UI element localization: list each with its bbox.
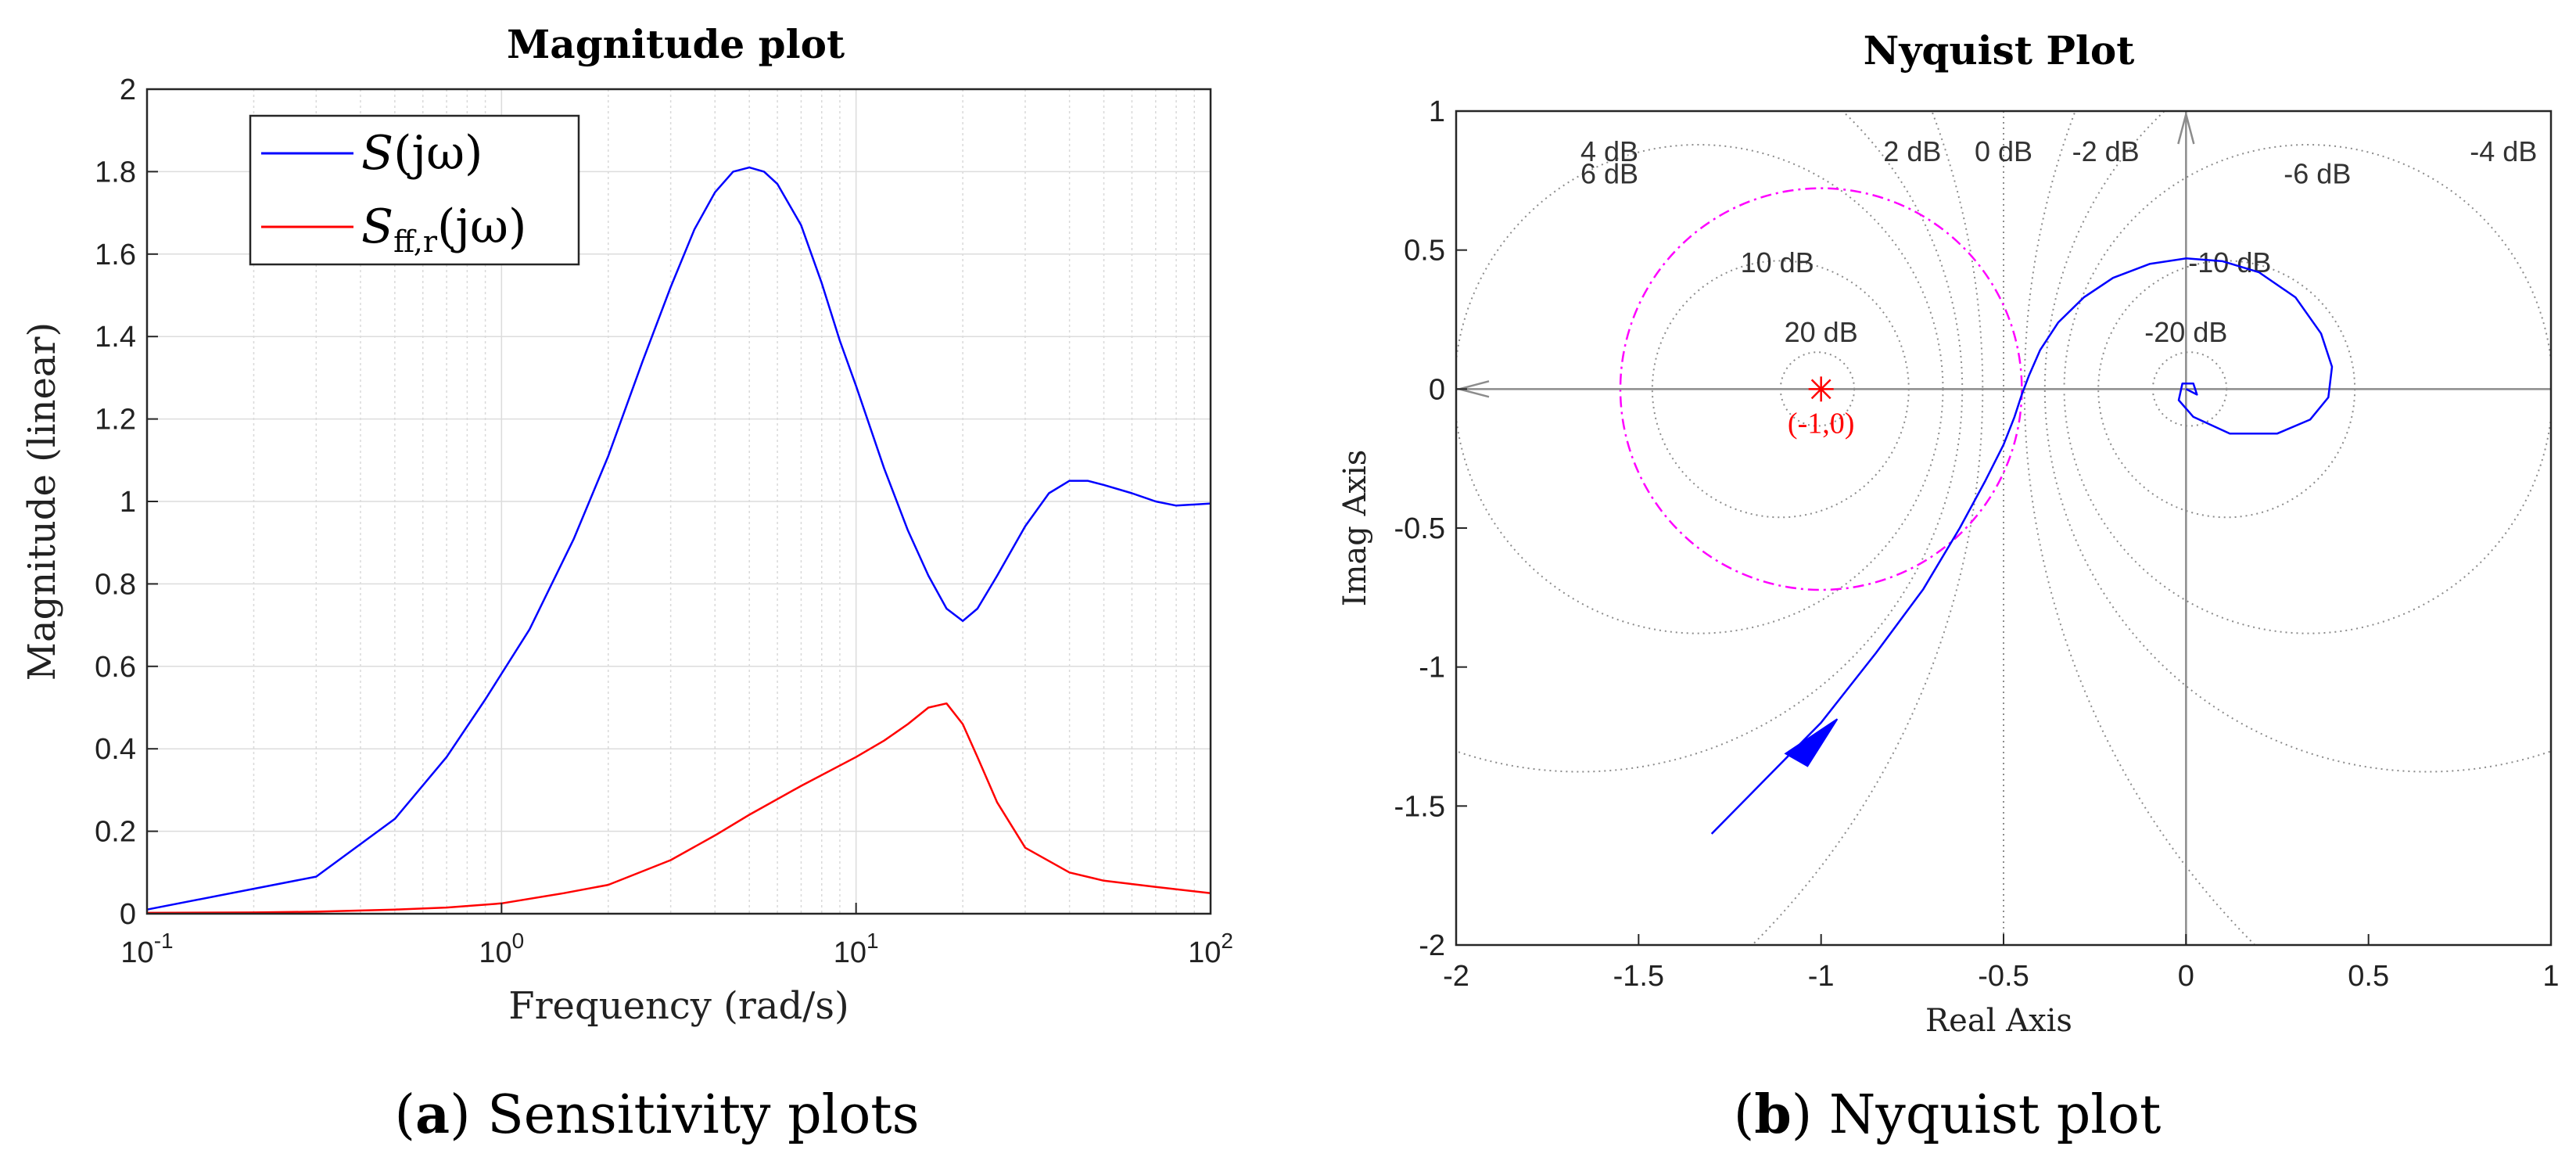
series-line-s [146,166,1211,911]
panel-a-legend: S(jω) Sff,r(jω) [249,114,580,266]
contour-label: 10 dB [1741,246,1814,278]
x-tick-label: -2 [1443,960,1469,993]
contour-label: 4 dB [1580,135,1638,167]
x-tick-label: 0.5 [2348,960,2389,993]
panel-a-magnitude-chart: Magnitude plot 0 0.2 0.4 0.6 0.8 1 1.2 1.4 1.6 1.… [20,21,1233,1146]
contour-label: -2 dB [2072,135,2140,167]
x-tick-label: 100 [479,929,524,969]
panel-b-y-label: Imag Axis [1337,450,1373,607]
x-tick-label: 0 [2178,960,2194,993]
contour-label: 2 dB [1883,135,1941,167]
x-tick-label: 101 [834,929,879,969]
panel-b-y-ticks: 1 0.5 0 -0.5 -1 -1.5 -2 [1394,95,1467,962]
x-tick-label: -1.5 [1613,960,1664,993]
panel-a-title: Magnitude plot [507,21,845,67]
contour-label: 6 dB [1580,157,1638,189]
critical-point-mark [1810,379,1832,400]
contour-label: -20 dB [2144,316,2227,348]
y-tick-label: -0.5 [1394,512,1445,545]
panel-b-x-label: Real Axis [1925,1003,2072,1039]
y-tick-label: 0.4 [95,733,136,766]
y-tick-label: 0 [1429,373,1445,406]
y-tick-label: 1 [120,486,136,519]
x-tick-label: -1 [1808,960,1835,993]
y-tick-label: 2 [120,74,136,106]
panel-b-title: Nyquist Plot [1864,27,2135,74]
x-tick-label: -0.5 [1978,960,2029,993]
legend-label-s: S(jω) [361,126,483,181]
x-tick-label: 1 [2542,960,2559,993]
x-tick-label: 10-1 [120,929,173,969]
y-tick-label: 1.4 [95,321,136,354]
series-line-sffr [146,702,1211,914]
panel-a-caption: (a) Sensitivity plots [394,1083,919,1146]
contour-label: -6 dB [2284,157,2351,189]
contour-label: 0 dB [1975,135,2032,167]
y-tick-label: 1.8 [95,156,136,189]
panel-b-series [1710,257,2334,835]
contour-label: 20 dB [1785,316,1858,348]
y-tick-label: 1 [1429,95,1445,128]
legend-label-sffr: Sff,r(jω) [361,199,526,259]
panel-a-y-ticks: 0 0.2 0.4 0.6 0.8 1 1.2 1.4 1.6 1.8 2 [95,74,158,931]
y-tick-label: -1 [1419,652,1445,685]
y-tick-label: 0 [120,898,136,931]
panel-a-x-label: Frequency (rad/s) [508,984,849,1028]
imag-axis-arrow [2177,110,2195,145]
panel-a-y-label: Magnitude (linear) [20,322,64,681]
direction-arrow [1784,718,1839,767]
panel-a-series [146,166,1211,914]
y-tick-label: 1.2 [95,404,136,437]
panel-b-critical-point: (-1,0) [1788,376,1854,440]
y-tick-label: 0.2 [95,816,136,849]
panel-a-x-ticks: 10-1 100 101 102 [120,903,1233,969]
y-tick-label: -1.5 [1394,790,1445,823]
y-tick-label: 1.6 [95,239,136,271]
contour-label: -4 dB [2470,135,2537,167]
y-tick-label: 0.6 [95,651,136,684]
y-tick-label: 0.8 [95,568,136,601]
panel-b-caption: (b) Nyquist plot [1734,1083,2162,1146]
nyquist-curve [1710,257,2334,835]
y-tick-label: 0.5 [1404,235,1445,268]
critical-point-label: (-1,0) [1788,407,1854,440]
y-tick-label: -2 [1419,929,1445,962]
legend-box [249,114,580,266]
panel-b-nyquist-chart: Nyquist Plot 4 dB6 dB 2 dB 0 dB -2 dB -4 dB -… [1337,27,2560,1146]
x-tick-label: 102 [1188,929,1233,969]
panel-b-x-ticks: -2 -1.5 -1 -0.5 0 0.5 1 [1443,934,2560,993]
